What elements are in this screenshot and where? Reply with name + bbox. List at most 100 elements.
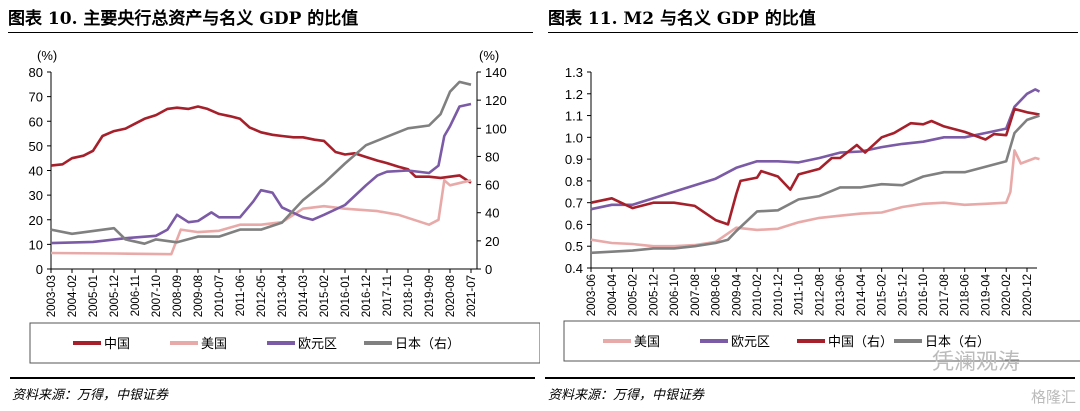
x-tick-label: 2009-04 [731,273,743,316]
x-tick-label: 2006-11 [130,275,142,316]
x-tick-label: 2018-10 [403,275,415,317]
legend-box [563,320,1080,362]
series-line-0 [50,105,472,184]
series-line-3 [590,114,1040,255]
x-tick-label: 2008-09 [172,275,184,317]
bottom-rule-right [545,377,1075,379]
x-tick-label: 2012-08 [814,274,826,316]
x-tick-label: 2003-06 [586,274,598,316]
x-tick-label: 2015-02 [319,275,331,317]
y-tick-label: 0 [36,262,43,277]
source-note-right: 资料来源：万得，中银证券 [548,388,705,403]
series-line-2 [50,102,472,245]
legend-label-1: 美国 [201,337,227,352]
y-tick-label: 80 [29,65,43,80]
x-tick-label: 2016-12 [361,275,373,317]
x-tick-label: 2004-04 [607,273,619,316]
x-tick-label: 2011-10 [794,274,806,315]
x-tick-label: 2015-02 [877,274,889,316]
x-tick-label: 2005-02 [628,274,640,316]
y-tick-label: 0.5 [565,239,583,254]
x-tick-label: 2017-11 [382,275,394,316]
x-tick-label: 2020-08 [445,275,457,317]
y-tick-label: 0.6 [565,217,583,232]
x-tick-label: 2016-01 [340,275,352,317]
series-line-2 [590,107,1040,226]
x-tick-label: 2018-06 [960,274,972,316]
y2-tick-label: 60 [485,178,499,193]
watermark-logo: 格隆汇 [1030,389,1076,406]
chart-title-left: 图表 10. 主要央行总资产与名义 GDP 的比值 [8,9,359,29]
x-tick-label: 2014-04 [856,273,868,316]
y-tick-label: 1.3 [565,65,583,80]
chart-title-right: 图表 11. M2 与名义 GDP 的比值 [548,9,816,29]
y-tick-label: 50 [29,139,43,154]
y-tick-label: 0.7 [565,196,583,211]
x-tick-label: 2013-06 [835,274,847,316]
legend-label-3: 日本（右） [925,335,990,350]
x-tick-label: 2017-08 [939,274,951,316]
x-tick-label: 2006-10 [669,274,681,316]
y-tick-label: 0.4 [565,261,583,276]
y-tick-label: 20 [29,213,43,228]
y2-tick-label: 80 [485,149,499,164]
x-tick-label: 2021-07 [466,275,478,317]
x-tick-label: 2010-07 [214,275,226,317]
x-tick-label: 2014-03 [298,275,310,317]
title-rule-right [548,32,1078,33]
x-tick-label: 2019-04 [980,273,992,316]
x-tick-label: 2020-12 [1022,274,1034,316]
y2-tick-label: 0 [485,262,492,277]
y-tick-label: 60 [29,114,43,129]
x-tick-label: 2010-12 [773,274,785,316]
x-tick-label: 2005-01 [88,275,100,317]
watermark: 凭澜观涛 [931,349,1020,374]
x-tick-label: 2012-05 [256,275,268,317]
series-line-3 [50,80,472,245]
title-rule-left [8,32,533,33]
source-note-left: 资料来源：万得，中银证券 [12,388,169,403]
y-tick-label: 70 [29,90,43,105]
y-tick-label: 10 [29,237,43,252]
series-line-1 [590,88,1041,211]
y-tick-label: 0.8 [565,174,583,189]
y-tick-label: 1.0 [565,130,583,145]
x-tick-label: 2016-10 [918,274,930,316]
legend-label-3: 日本（右） [395,337,460,352]
x-tick-label: 2019-09 [424,275,436,317]
legend-label-2: 中国（右） [828,335,893,350]
x-tick-label: 2011-06 [235,275,247,316]
y-tick-label: 40 [29,164,43,179]
x-tick-label: 2004-02 [67,275,79,317]
y2-tick-label: 120 [485,93,507,108]
chart-right: 0.4 0.5 0.6 0.7 0.8 0.9 1.0 1.1 1.2 1.3 2003-06 200… [563,65,1080,362]
series-line-0 [590,149,1040,248]
x-tick-label: 2005-12 [109,275,121,317]
x-tick-label: 2010-02 [752,274,764,316]
x-tick-label: 2007-08 [690,274,702,316]
chart-left: 0 10 20 30 40 50 60 70 80 (%) 0 20 40 60 80 100 120 140 (%… [29,48,540,364]
y-tick-label: 1.1 [565,109,583,124]
x-tick-label: 2008-06 [711,274,723,316]
y2-tick-label: 140 [485,65,507,80]
x-tick-label: 2007-10 [151,275,163,317]
y-tick-label: 30 [29,188,43,203]
legend-label-0: 美国 [634,335,660,350]
x-tick-label: 2013-04 [277,274,289,317]
legend-label-2: 欧元区 [298,337,337,352]
y2-tick-label: 100 [485,121,507,136]
y2-tick-label: 20 [485,234,499,249]
x-tick-label: 2005-12 [648,274,660,316]
legend-label-0: 中国 [104,337,130,352]
y-axis-label: (%) [37,48,57,63]
x-tick-label: 2009-08 [193,275,205,317]
legend-box [29,322,540,364]
series-line-1 [50,179,472,256]
y-tick-label: 1.2 [565,87,583,102]
x-tick-label: 2020-02 [1001,274,1013,316]
bottom-rule-left [10,377,535,379]
y-tick-label: 0.9 [565,152,583,167]
x-tick-label: 2003-03 [46,275,58,317]
x-tick-label: 2015-12 [897,274,909,316]
y2-axis-label: (%) [479,48,499,63]
